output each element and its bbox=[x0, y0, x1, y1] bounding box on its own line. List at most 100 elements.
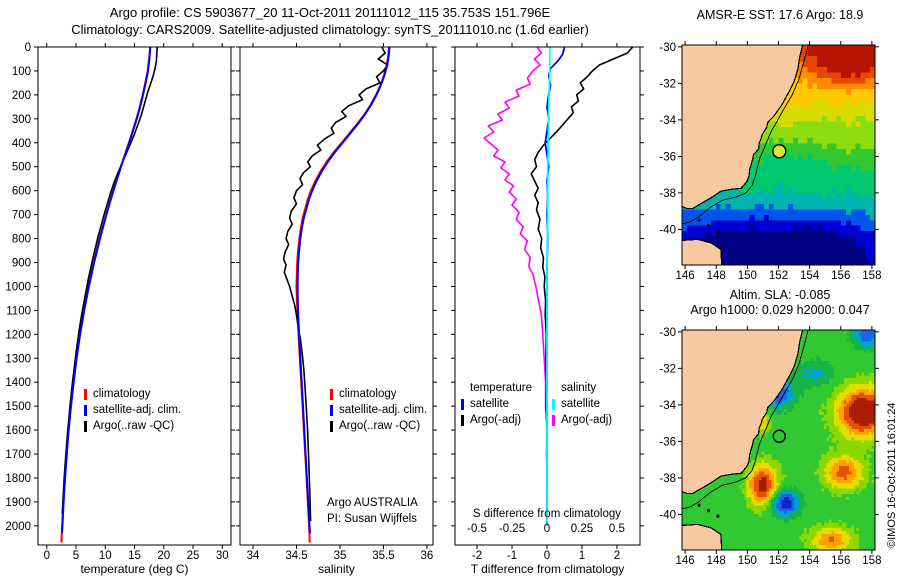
shelf-contour-line bbox=[682, 330, 809, 510]
y-tick-label: 1200 bbox=[5, 329, 31, 341]
island-dot bbox=[697, 503, 701, 507]
sla-map-title-line2: Argo h1000: 0.029 h2000: 0.047 bbox=[690, 303, 870, 317]
x-tick-label: 2 bbox=[614, 550, 620, 562]
satellite-adj-line-swatch bbox=[330, 404, 333, 416]
lat-tick-label: -34 bbox=[659, 115, 676, 127]
legend-label: Argo(-adj) bbox=[561, 414, 613, 426]
lon-tick-label: 156 bbox=[831, 555, 850, 567]
argo-t-line-swatch bbox=[461, 414, 464, 426]
satellite-adj-line-swatch bbox=[84, 404, 87, 416]
x-tick-label: 36 bbox=[421, 550, 434, 562]
lon-tick-label: 150 bbox=[738, 270, 757, 282]
y-tick-label: 600 bbox=[12, 186, 31, 198]
argo-s-line-swatch bbox=[552, 414, 555, 426]
y-tick-label: 1400 bbox=[5, 377, 31, 389]
x-tick-label: 0 bbox=[544, 550, 550, 562]
lon-tick-label: 148 bbox=[707, 270, 726, 282]
legend-label: Argo(..raw -QC) bbox=[93, 420, 175, 432]
y-tick-label: 700 bbox=[12, 210, 31, 222]
sla-map-panel: 146 148 150 152 154 156 158 -30 -32 -34 -36 -38 -40 bbox=[659, 326, 881, 567]
satellite-s-line-swatch bbox=[552, 398, 555, 410]
x-tick-label: 34.5 bbox=[285, 550, 307, 562]
y-tick-label: 800 bbox=[12, 234, 31, 246]
x-tick-label: -2 bbox=[472, 550, 482, 562]
y-tick-label: 100 bbox=[12, 66, 31, 78]
lon-tick-label: 150 bbox=[738, 555, 757, 567]
lon-tick-label: 154 bbox=[800, 270, 820, 282]
lon-tick-label: 152 bbox=[769, 555, 788, 567]
lon-tick-label: 158 bbox=[862, 270, 881, 282]
lat-tick-label: -38 bbox=[659, 188, 676, 200]
australia-landmass bbox=[682, 45, 804, 209]
difference-profile-xlabel: T difference from climatology bbox=[471, 562, 625, 576]
salinity-profile-xlabel: salinity bbox=[318, 562, 355, 576]
lat-tick-label: -32 bbox=[659, 363, 676, 375]
x-tick-label: 10 bbox=[99, 550, 112, 562]
legend-item-satellite-adj: satellite-adj. clim. bbox=[330, 402, 427, 418]
sst-map-title: AMSR-E SST: 17.6 Argo: 18.9 bbox=[696, 8, 864, 22]
s-axis-tick-label: 0.5 bbox=[609, 523, 625, 535]
y-tick-label: 1600 bbox=[5, 425, 31, 437]
legend-item-argo-raw: Argo(..raw -QC) bbox=[84, 418, 181, 434]
legend-item-climatology: climatology bbox=[330, 386, 427, 402]
sst-map-panel: 146 148 150 152 154 156 158 -30 -32 -34 -36 -38 -40 bbox=[659, 41, 881, 282]
x-tick-label: 25 bbox=[187, 550, 200, 562]
lat-tick-label: -40 bbox=[659, 509, 676, 521]
difference-panel-legend-salinity: salinity satellite Argo(-adj) bbox=[552, 380, 612, 428]
axes-box bbox=[239, 46, 434, 546]
s-axis-tick-label: -0.25 bbox=[499, 523, 525, 535]
legend-label: Argo(-adj) bbox=[470, 414, 522, 426]
legend-label: satellite-adj. clim. bbox=[93, 404, 182, 416]
annotation-line1: Argo AUSTRALIA bbox=[327, 497, 418, 509]
x-tick-label: 34 bbox=[247, 550, 260, 562]
temperature-profile-panel: 0 5 10 15 20 25 300100200300400500600700800900… bbox=[5, 42, 235, 576]
y-tick-label: 300 bbox=[12, 114, 31, 126]
legend-label: satellite-adj. clim. bbox=[339, 404, 428, 416]
argo-raw-line-swatch bbox=[84, 420, 87, 432]
legend-item-satellite-s: satellite bbox=[552, 396, 612, 412]
y-tick-label: 1900 bbox=[5, 497, 31, 509]
y-tick-label: 2000 bbox=[5, 521, 31, 533]
sla-map-title-line1: Altim. SLA: -0.085 bbox=[729, 288, 831, 302]
difference-profile-argo_t_diff-line bbox=[530, 47, 634, 517]
legend-item-argo-raw: Argo(..raw -QC) bbox=[330, 418, 427, 434]
temperature-profile-satellite_adj-line bbox=[61, 47, 152, 534]
temperature-profile-argo_raw-line bbox=[61, 47, 159, 514]
salinity-profile-curves bbox=[282, 47, 391, 543]
lon-tick-label: 146 bbox=[676, 555, 695, 567]
tasmania-landmass bbox=[682, 238, 723, 265]
legend-label: climatology bbox=[93, 388, 151, 400]
salinity-profile-panel: 34 34.5 35 35.5 36 salinity bbox=[236, 43, 437, 576]
legend-label: satellite bbox=[561, 398, 600, 410]
legend-group-header: salinity bbox=[561, 382, 597, 394]
y-tick-label: 1300 bbox=[5, 353, 31, 365]
y-tick-label: 1000 bbox=[5, 281, 31, 293]
temperature-profile-curves bbox=[60, 47, 159, 543]
argo-float-marker bbox=[772, 144, 787, 159]
lon-tick-label: 156 bbox=[831, 270, 850, 282]
s-axis-tick-label: 0 bbox=[544, 523, 550, 535]
argo-raw-line-swatch bbox=[330, 420, 333, 432]
x-tick-label: 35 bbox=[334, 550, 347, 562]
figure-title-line2: Climatology: CARS2009. Satellite-adjuste… bbox=[71, 22, 589, 37]
argo-float-marker bbox=[772, 429, 786, 443]
difference-profile-curves bbox=[483, 47, 634, 526]
axes-box bbox=[37, 46, 232, 546]
salinity-panel-legend: climatology satellite-adj. clim. Argo(..… bbox=[330, 386, 427, 434]
y-tick-label: 1100 bbox=[6, 305, 31, 317]
x-tick-label: 20 bbox=[157, 550, 170, 562]
annotation-line2: PI: Susan Wijffels bbox=[327, 512, 417, 525]
x-tick-label: 15 bbox=[128, 550, 141, 562]
difference-profile-panel: -2 -1 0 1 2T difference from climatology S di… bbox=[451, 43, 644, 576]
island-dot bbox=[706, 509, 711, 513]
lon-tick-label: 148 bbox=[707, 555, 726, 567]
figure-title-line1: Argo profile: CS 5903677_20 11-Oct-2011 … bbox=[109, 5, 551, 20]
climatology-line-swatch bbox=[84, 388, 87, 400]
salinity-profile-argo_raw-line bbox=[282, 47, 389, 522]
y-tick-label: 500 bbox=[12, 162, 31, 174]
y-tick-label: 400 bbox=[12, 138, 31, 150]
climatology-line-swatch bbox=[330, 388, 333, 400]
island-dot bbox=[716, 229, 720, 233]
s-axis-tick-label: 0.25 bbox=[571, 523, 593, 535]
